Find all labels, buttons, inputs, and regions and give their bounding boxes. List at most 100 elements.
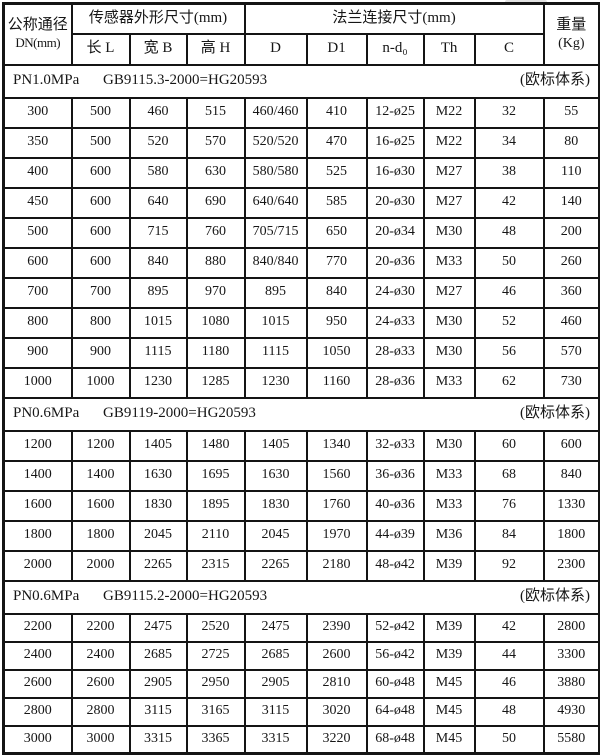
section-header-cell: PN0.6MPa GB9119-2000=HG20593 (欧标体系) [2, 396, 600, 432]
table-cell: 600 [70, 216, 131, 249]
table-cell: 600 [2, 246, 73, 279]
table-cell: 970 [185, 276, 246, 309]
table-cell: 730 [542, 366, 600, 399]
table-cell: 1050 [305, 336, 368, 369]
table-cell: 460 [542, 306, 600, 339]
section-note: (欧标体系) [520, 588, 591, 605]
header-length-l: 长 L [70, 32, 131, 66]
table-cell: 1400 [2, 459, 73, 492]
table-cell: 300 [2, 96, 73, 129]
table-cell: 1695 [185, 459, 246, 492]
table-cell: 56 [473, 336, 545, 369]
table-cell: 520 [128, 126, 188, 159]
table-cell: 950 [305, 306, 368, 339]
table-cell: 515 [185, 96, 246, 129]
table-cell: 42 [473, 612, 545, 643]
table-cell: 52-ø42 [365, 612, 425, 643]
table-cell: 800 [2, 306, 73, 339]
table-cell: 5580 [542, 724, 600, 755]
table-cell: 2180 [305, 549, 368, 582]
table-cell: 1400 [70, 459, 131, 492]
table-cell: M30 [422, 216, 476, 249]
table-cell: 48 [473, 696, 545, 727]
table-cell: 1330 [542, 489, 600, 522]
table-cell: 1200 [70, 429, 131, 462]
table-cell: 40-ø36 [365, 489, 425, 522]
table-cell: M45 [422, 696, 476, 727]
table-cell: 1160 [305, 366, 368, 399]
table-cell: M22 [422, 126, 476, 159]
table-cell: 640 [128, 186, 188, 219]
section-standard-code: GB9115.3-2000=HG20593 [103, 72, 268, 89]
section-header-cell: PN0.6MPa GB9115.2-2000=HG20593 (欧标体系) [2, 579, 600, 615]
table-cell: M33 [422, 246, 476, 279]
table-cell: 12-ø25 [365, 96, 425, 129]
table-cell: 3000 [2, 724, 73, 755]
table-cell: 2000 [2, 549, 73, 582]
table-cell: 48-ø42 [365, 549, 425, 582]
table-cell: 2905 [243, 668, 308, 699]
section-standard-code: GB9115.2-2000=HG20593 [103, 588, 268, 605]
table-cell: 895 [128, 276, 188, 309]
table-cell: M30 [422, 306, 476, 339]
section-pressure-rating: PN0.6MPa [13, 588, 80, 605]
table-cell: 500 [70, 126, 131, 159]
header-flange-nd0: n-d₀ [365, 32, 425, 66]
table-cell: M33 [422, 489, 476, 522]
table-cell: M27 [422, 156, 476, 189]
table-cell: 840 [305, 276, 368, 309]
table-cell: 46 [473, 276, 545, 309]
table-cell: 4930 [542, 696, 600, 727]
table-cell: 450 [2, 186, 73, 219]
table-cell: 3115 [243, 696, 308, 727]
table-cell: 3315 [128, 724, 188, 755]
table-cell: 62 [473, 366, 545, 399]
table-row: 2200 2200 2475 2520 2475 2390 52-ø42 M39 42 2800 [2, 612, 600, 643]
table-cell: 2725 [185, 640, 246, 671]
table-cell: M27 [422, 186, 476, 219]
table-cell: 600 [542, 429, 600, 462]
table-cell: 32-ø33 [365, 429, 425, 462]
table-cell: 3165 [185, 696, 246, 727]
table-cell: 260 [542, 246, 600, 279]
table-cell: 42 [473, 186, 545, 219]
table-cell: 650 [305, 216, 368, 249]
section-header-row: PN1.0MPa GB9115.3-2000=HG20593 (欧标体系) [2, 63, 600, 99]
table-cell: 1800 [542, 519, 600, 552]
table-cell: 700 [70, 276, 131, 309]
table-cell: 2800 [2, 696, 73, 727]
table-cell: 460/460 [243, 96, 308, 129]
table-cell: 630 [185, 156, 246, 189]
header-weight: 重量 (Kg) [542, 2, 600, 66]
table-cell: 715 [128, 216, 188, 249]
table-cell: 46 [473, 668, 545, 699]
table-cell: 2810 [305, 668, 368, 699]
table-row: 450 600 640 690 640/640 585 20-ø30 M27 42 140 [2, 186, 600, 219]
table-cell: 1000 [70, 366, 131, 399]
table-cell: 525 [305, 156, 368, 189]
table-cell: 38 [473, 156, 545, 189]
table-cell: M45 [422, 724, 476, 755]
table-cell: 1800 [70, 519, 131, 552]
table-row: 800 800 1015 1080 1015 950 24-ø33 M30 52 460 [2, 306, 600, 339]
table-cell: 570 [185, 126, 246, 159]
table-cell: 1000 [2, 366, 73, 399]
table-cell: 880 [185, 246, 246, 279]
table-cell: 110 [542, 156, 600, 189]
table-cell: 1405 [243, 429, 308, 462]
table-cell: 1970 [305, 519, 368, 552]
table-cell: 2905 [128, 668, 188, 699]
table-cell: 570 [542, 336, 600, 369]
table-cell: 705/715 [243, 216, 308, 249]
header-height-h: 高 H [185, 32, 246, 66]
table-cell: 48 [473, 216, 545, 249]
table-cell: 580 [128, 156, 188, 189]
table-cell: 60 [473, 429, 545, 462]
table-cell: M39 [422, 549, 476, 582]
table-cell: 600 [70, 156, 131, 189]
table-cell: 2315 [185, 549, 246, 582]
table-cell: 1115 [243, 336, 308, 369]
table-cell: M30 [422, 336, 476, 369]
table-cell: 350 [2, 126, 73, 159]
